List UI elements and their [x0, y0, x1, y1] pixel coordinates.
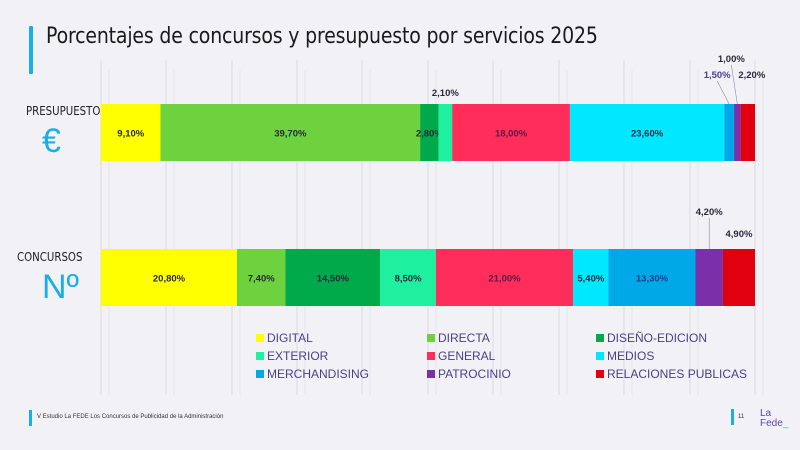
label-leader-line — [716, 80, 730, 105]
legend-swatch — [256, 370, 264, 378]
bar-segment — [740, 104, 755, 161]
legend-label: RELACIONES PUBLICAS — [607, 367, 748, 381]
legend-item: MERCHANDISING — [256, 367, 369, 381]
data-label: 7,40% — [248, 274, 275, 285]
legend-swatch — [596, 352, 604, 360]
title-accent-bar — [29, 26, 33, 74]
chart-title: Porcentajes de concursos y presupuesto p… — [46, 24, 598, 49]
data-label: 8,50% — [395, 274, 422, 285]
bar-segment — [380, 249, 436, 306]
legend-item: DIGITAL — [256, 331, 313, 345]
page-number: 11 — [738, 414, 745, 420]
legend-label: DIRECTA — [438, 331, 490, 345]
legend-swatch — [596, 370, 604, 378]
page-accent-bar — [731, 409, 734, 425]
legend-label: MERCHANDISING — [267, 367, 370, 381]
bar-segment — [285, 249, 381, 306]
bar-segment — [435, 249, 574, 306]
logo-dash: _ — [782, 418, 789, 429]
data-label: 20,80% — [153, 274, 186, 285]
footer-source: V Estudio La FEDE Los Concursos de Publi… — [37, 414, 224, 420]
legend-item: RELACIONES PUBLICAS — [596, 367, 747, 381]
data-label: 1,00% — [718, 54, 745, 65]
data-label: 2,80% — [416, 129, 443, 140]
bar-segment — [101, 104, 161, 161]
legend-item: MEDIOS — [596, 349, 654, 363]
legend-item: EXTERIOR — [256, 349, 328, 363]
label-leader-line — [731, 64, 738, 105]
legend-label: PATROCINIO — [438, 367, 511, 381]
data-label: 2,10% — [432, 88, 459, 99]
bar-segment — [695, 249, 723, 306]
bar-segment — [420, 104, 439, 161]
data-label: 23,60% — [631, 129, 664, 140]
bar-segment — [237, 249, 286, 306]
legend-swatch — [427, 352, 435, 360]
legend-swatch — [427, 334, 435, 342]
row-label-presupuesto: PRESUPUESTO — [26, 104, 101, 118]
numero-icon: Nº — [42, 268, 79, 306]
legend-label: GENERAL — [438, 349, 496, 363]
legend-swatch — [256, 334, 264, 342]
legend-item: GENERAL — [427, 349, 495, 363]
logo-line-2: Fede_ — [760, 419, 788, 429]
euro-icon: € — [42, 122, 61, 160]
data-label: 18,00% — [495, 129, 528, 140]
data-label: 4,90% — [726, 229, 753, 240]
legend-item: PATROCINIO — [427, 367, 511, 381]
footer-accent-bar — [29, 410, 32, 426]
logo-line-1: La — [760, 408, 772, 419]
bar-segment — [608, 249, 696, 306]
bar-segment — [722, 249, 755, 306]
legend-swatch — [596, 334, 604, 342]
la-fede-logo: La Fede_ — [760, 409, 788, 429]
bar-segment — [734, 104, 741, 161]
legend-item: DIRECTA — [427, 331, 490, 345]
data-label: 2,20% — [738, 70, 765, 81]
data-label: 21,00% — [488, 274, 521, 285]
legend-label: DISEÑO-EDICION — [607, 331, 708, 345]
bar-segment — [569, 104, 725, 161]
data-label: 14,50% — [317, 274, 350, 285]
legend-item: DISEÑO-EDICION — [596, 331, 707, 345]
data-label: 1,50% — [704, 70, 731, 81]
bar-segment — [101, 249, 238, 306]
legend-swatch — [427, 370, 435, 378]
data-label: 5,40% — [577, 274, 604, 285]
bar-segment — [724, 104, 735, 161]
bar-segment — [573, 249, 609, 306]
row-label-concursos: CONCURSOS — [17, 250, 83, 264]
bar-segment — [438, 104, 453, 161]
data-label: 13,30% — [636, 274, 669, 285]
legend-swatch — [256, 352, 264, 360]
legend-label: EXTERIOR — [267, 349, 329, 363]
legend-label: DIGITAL — [267, 331, 313, 345]
data-label: 4,20% — [696, 207, 723, 218]
bar-segment — [452, 104, 570, 161]
data-label: 9,10% — [117, 129, 144, 140]
bar-segment — [160, 104, 421, 161]
legend-label: MEDIOS — [607, 349, 655, 363]
data-label: 39,70% — [274, 129, 307, 140]
logo-text: Fede — [760, 418, 783, 429]
